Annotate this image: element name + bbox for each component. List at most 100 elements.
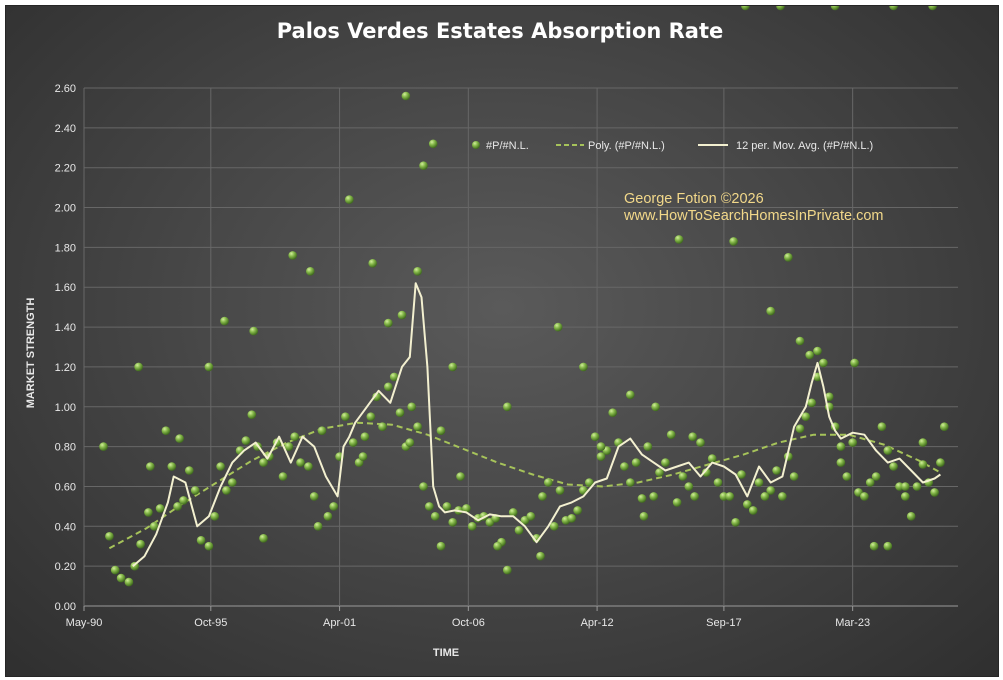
data-point xyxy=(323,512,333,521)
data-point xyxy=(869,541,879,551)
data-point xyxy=(175,434,184,443)
data-point xyxy=(430,512,440,521)
data-point xyxy=(419,161,428,170)
data-point xyxy=(503,402,512,412)
data-point xyxy=(596,442,606,451)
data-point xyxy=(678,472,688,481)
y-tick-label: 0.80 xyxy=(55,442,76,454)
data-point xyxy=(842,472,852,481)
data-point xyxy=(743,500,752,509)
data-point xyxy=(124,577,134,587)
data-point xyxy=(928,6,937,11)
data-point xyxy=(760,492,770,501)
data-point xyxy=(696,438,705,447)
data-point xyxy=(549,522,559,531)
data-point xyxy=(508,508,518,517)
data-point xyxy=(425,502,434,511)
data-point xyxy=(526,512,536,521)
data-point xyxy=(204,541,214,551)
data-point xyxy=(222,486,231,495)
poly-trendline xyxy=(108,421,941,550)
data-point xyxy=(288,251,298,260)
legend: #P/#N.L. Poly. (#P/#N.L.) 12 per. Mov. A… xyxy=(472,140,873,152)
watermark-line-1: George Fotion ©2026 xyxy=(624,191,764,207)
scatter-points-layer xyxy=(99,6,949,587)
data-point xyxy=(889,462,898,471)
data-point xyxy=(204,362,214,372)
data-point xyxy=(462,504,471,513)
data-point xyxy=(134,362,143,372)
data-point xyxy=(805,350,814,360)
data-point xyxy=(871,472,881,481)
data-point xyxy=(748,506,758,515)
data-point xyxy=(284,442,294,451)
y-tick-label: 0.60 xyxy=(55,481,76,493)
data-point xyxy=(784,253,793,262)
data-point xyxy=(136,539,145,549)
data-point xyxy=(384,318,393,328)
y-axis-title: MARKET STRENGTH xyxy=(25,298,37,409)
data-point xyxy=(397,310,407,320)
data-point xyxy=(110,565,120,575)
data-point xyxy=(655,468,664,477)
data-point xyxy=(772,466,781,475)
chart-frame: Palos Verdes Estates Absorption Rate 0.0… xyxy=(5,5,999,677)
data-point xyxy=(493,541,502,551)
data-point xyxy=(666,430,676,440)
y-tick-label: 0.40 xyxy=(55,521,76,533)
data-point xyxy=(358,452,368,461)
x-tick-label: May-90 xyxy=(66,617,103,629)
legend-label-moving-average: 12 per. Mov. Avg. (#P/#N.L.) xyxy=(736,140,873,152)
data-point xyxy=(228,478,237,487)
y-tick-label: 1.80 xyxy=(55,242,76,254)
data-point xyxy=(626,390,635,400)
x-tick-label: Mar-23 xyxy=(835,617,870,629)
legend-marker-points xyxy=(472,141,480,149)
data-point xyxy=(161,426,171,436)
data-point xyxy=(651,402,660,412)
data-point xyxy=(290,432,300,442)
data-point xyxy=(889,6,898,11)
chart-title: Palos Verdes Estates Absorption Rate xyxy=(277,19,724,43)
data-point xyxy=(395,408,405,418)
data-point xyxy=(865,478,875,487)
data-point xyxy=(436,426,446,436)
data-point xyxy=(259,534,268,543)
data-point xyxy=(731,518,740,527)
data-point xyxy=(368,259,378,268)
data-point xyxy=(824,392,834,402)
data-point xyxy=(707,454,717,463)
data-point xyxy=(155,504,165,513)
data-point xyxy=(713,478,723,487)
data-point xyxy=(401,91,411,101)
data-point xyxy=(144,508,153,517)
data-point xyxy=(901,492,910,501)
data-point xyxy=(801,412,811,422)
data-point xyxy=(860,492,869,501)
moving-average-layer xyxy=(132,282,941,567)
data-point xyxy=(883,446,893,455)
data-point xyxy=(631,458,641,467)
data-point xyxy=(413,267,422,276)
data-point xyxy=(345,195,354,204)
x-tick-label: Apr-01 xyxy=(323,617,356,629)
data-point xyxy=(317,426,327,436)
x-axis-title: TIME xyxy=(433,647,459,659)
data-point xyxy=(389,372,399,382)
data-point xyxy=(536,551,545,561)
data-point xyxy=(544,478,553,487)
data-point xyxy=(304,462,313,471)
data-point xyxy=(850,358,859,368)
data-point xyxy=(185,466,194,475)
data-point xyxy=(538,492,547,501)
data-point xyxy=(384,382,393,392)
y-tick-label: 1.20 xyxy=(55,362,76,374)
legend-label-points: #P/#N.L. xyxy=(486,140,529,152)
y-tick-label: 2.40 xyxy=(55,123,76,135)
data-point xyxy=(690,492,699,501)
moving-average-line xyxy=(132,282,941,567)
data-point xyxy=(116,573,126,583)
data-point xyxy=(620,462,629,471)
data-point xyxy=(766,306,775,316)
data-point xyxy=(309,492,319,501)
